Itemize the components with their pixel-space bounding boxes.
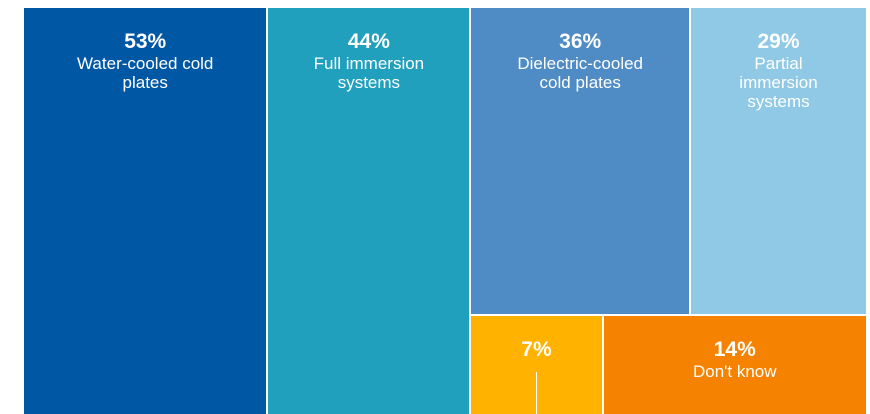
annotation-line (536, 372, 538, 414)
cell-label: 14% Don't know (604, 338, 866, 381)
treemap-cell: 36% Dielectric-cooled cold plates (471, 8, 690, 315)
treemap-cell: 7% (471, 316, 602, 414)
cell-label: 7% (471, 338, 601, 362)
cell-label: 36% Dielectric-cooled cold plates (471, 30, 689, 92)
treemap-cell: 29% Partial immersion systems (691, 8, 866, 315)
cell-label: 29% Partial immersion systems (691, 30, 866, 111)
category-label: Full immersion systems (313, 54, 425, 92)
category-label: Dielectric-cooled cold plates (517, 54, 644, 92)
value-label: 53% (124, 30, 167, 53)
category-label: Partial immersion systems (739, 54, 818, 111)
value-label: 14% (713, 338, 756, 362)
treemap-cell: 14% Don't know (603, 316, 866, 414)
value-label: 36% (559, 30, 602, 53)
treemap-cell: 44% Full immersion systems (268, 8, 470, 414)
cell-label: 44% Full immersion systems (268, 30, 469, 92)
category-label: Water-cooled cold plates (77, 54, 214, 92)
cell-label: 53% Water-cooled cold plates (24, 30, 266, 92)
value-label: 7% (521, 338, 552, 362)
value-label: 29% (757, 30, 800, 53)
category-label: Don't know (692, 362, 777, 382)
value-label: 44% (347, 30, 390, 53)
treemap-cell: 53% Water-cooled cold plates (24, 8, 267, 414)
